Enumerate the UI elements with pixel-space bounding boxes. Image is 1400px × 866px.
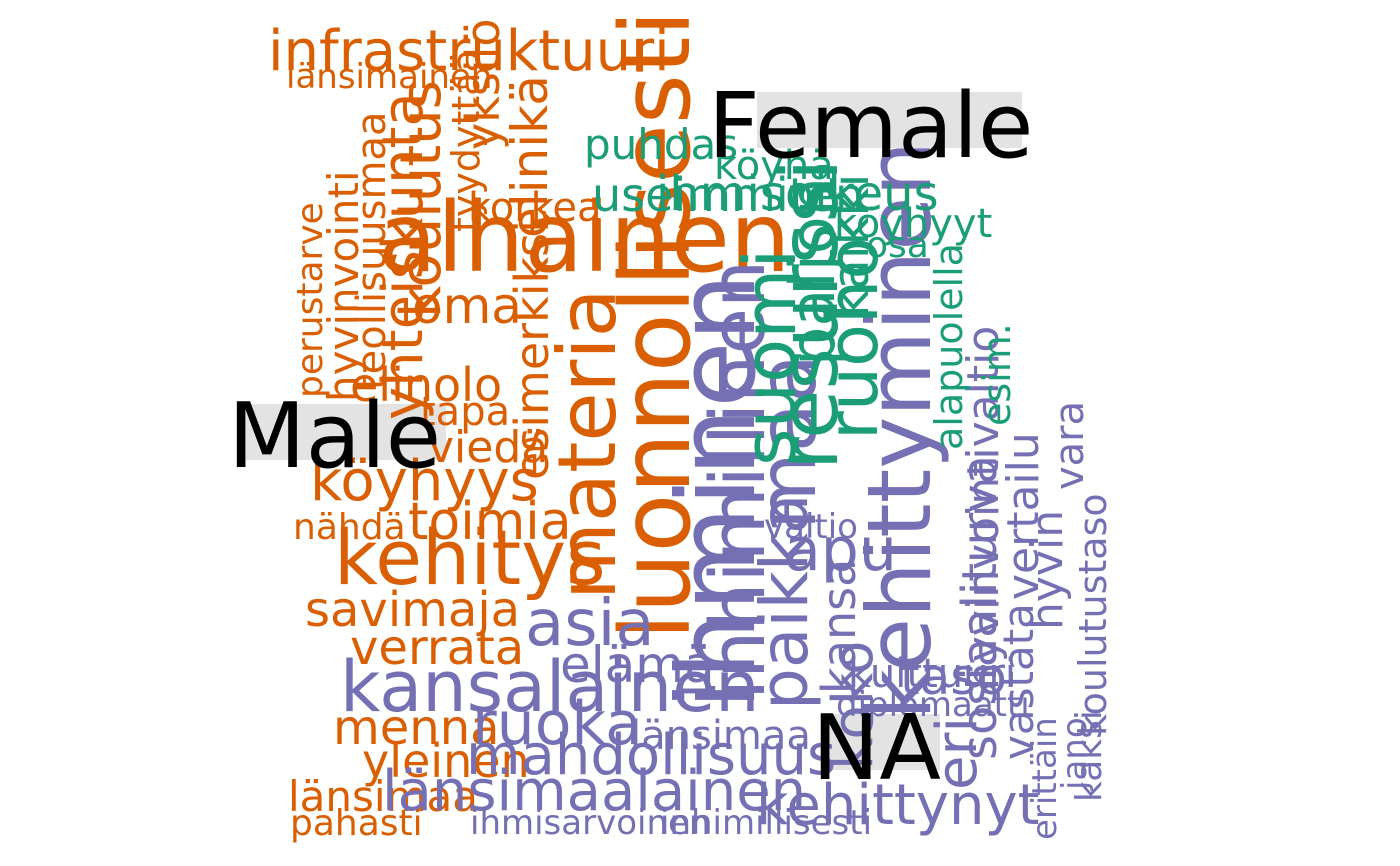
word-vieda: viedä <box>428 422 549 473</box>
word-koyhyys: köyhyys <box>310 449 539 514</box>
word-ihmisoikeus: ihmisoikeus <box>656 166 939 222</box>
word-puhdas: puhdas <box>584 120 739 169</box>
female-label-bg <box>757 92 1022 148</box>
group-label-female: Female <box>708 74 1034 179</box>
word-koulutustaso: koulutustaso <box>1071 493 1115 736</box>
word-infrastruktuuri: infrastruktuuri <box>268 19 670 84</box>
word-ihmisarvoinen: ihmisarvoinen <box>470 803 711 843</box>
word-elama: elämä <box>560 636 715 694</box>
word-verrata: verrata <box>350 620 525 676</box>
word-useimmiten: useimmiten <box>592 168 865 222</box>
word-ruoka: ruoka <box>472 689 642 759</box>
word-hyvin: hyvin <box>1022 509 1073 630</box>
word-diplomaatti: diplomaatti <box>836 685 1030 725</box>
na-label-bg <box>820 714 940 770</box>
word-savimaja: savimaja <box>305 582 521 638</box>
word-toimia: toimia <box>408 492 572 552</box>
male-label-bg <box>246 404 446 460</box>
word-erittain: erittäin <box>1025 717 1065 840</box>
word-taso: taso <box>900 648 1007 706</box>
word-lansimainen: länsimainen <box>286 57 493 97</box>
group-label-na: NA <box>812 696 941 801</box>
word-alhainen: alhainen <box>378 182 791 294</box>
word-korkea: korkea <box>468 185 602 231</box>
word-vara: vara <box>1047 400 1093 490</box>
word-valtio: valtio <box>764 507 858 547</box>
word-oma: oma <box>412 277 522 335</box>
word-lansiman: länsimaa <box>630 713 811 759</box>
word-koyhyyt: köyhyyt <box>834 201 993 247</box>
word-alapuolella: alapuolella <box>927 243 971 450</box>
word-pahasti: pahasti <box>290 803 423 844</box>
word-nahda: nähdä <box>293 507 406 548</box>
word-tapa: tapa <box>420 389 511 435</box>
word-osa: osa <box>866 225 929 266</box>
word-lansimaalainen: länsimaalainen <box>382 759 807 824</box>
word-kulttuuri: kulttuuri <box>848 651 1017 697</box>
word-yleinen: yleinen <box>362 734 530 788</box>
word-mahdollisuus: mahdollisuus <box>466 723 837 788</box>
word-koyha: köyhä <box>714 143 834 189</box>
word-esim: esim. <box>975 323 1019 426</box>
word-apu: apu <box>784 515 897 585</box>
group-label-male: Male <box>228 384 442 489</box>
word-kehitys: kehitys <box>334 513 606 602</box>
word-lansimaa: länsimaa <box>288 772 478 821</box>
word-menna: mennä <box>333 700 500 756</box>
word-kehittynyt: kehittynyt <box>756 773 1040 838</box>
word-inhimillisesti: inhimillisesti <box>660 803 873 843</box>
word-asia: asia <box>525 587 655 661</box>
word-elinolo: elinolo <box>350 358 503 412</box>
word-kansalainen: kansalainen <box>340 646 760 728</box>
word-esimerkiksi: esimerkiksi <box>505 220 559 480</box>
word-resurssi: resurssi <box>763 158 856 470</box>
